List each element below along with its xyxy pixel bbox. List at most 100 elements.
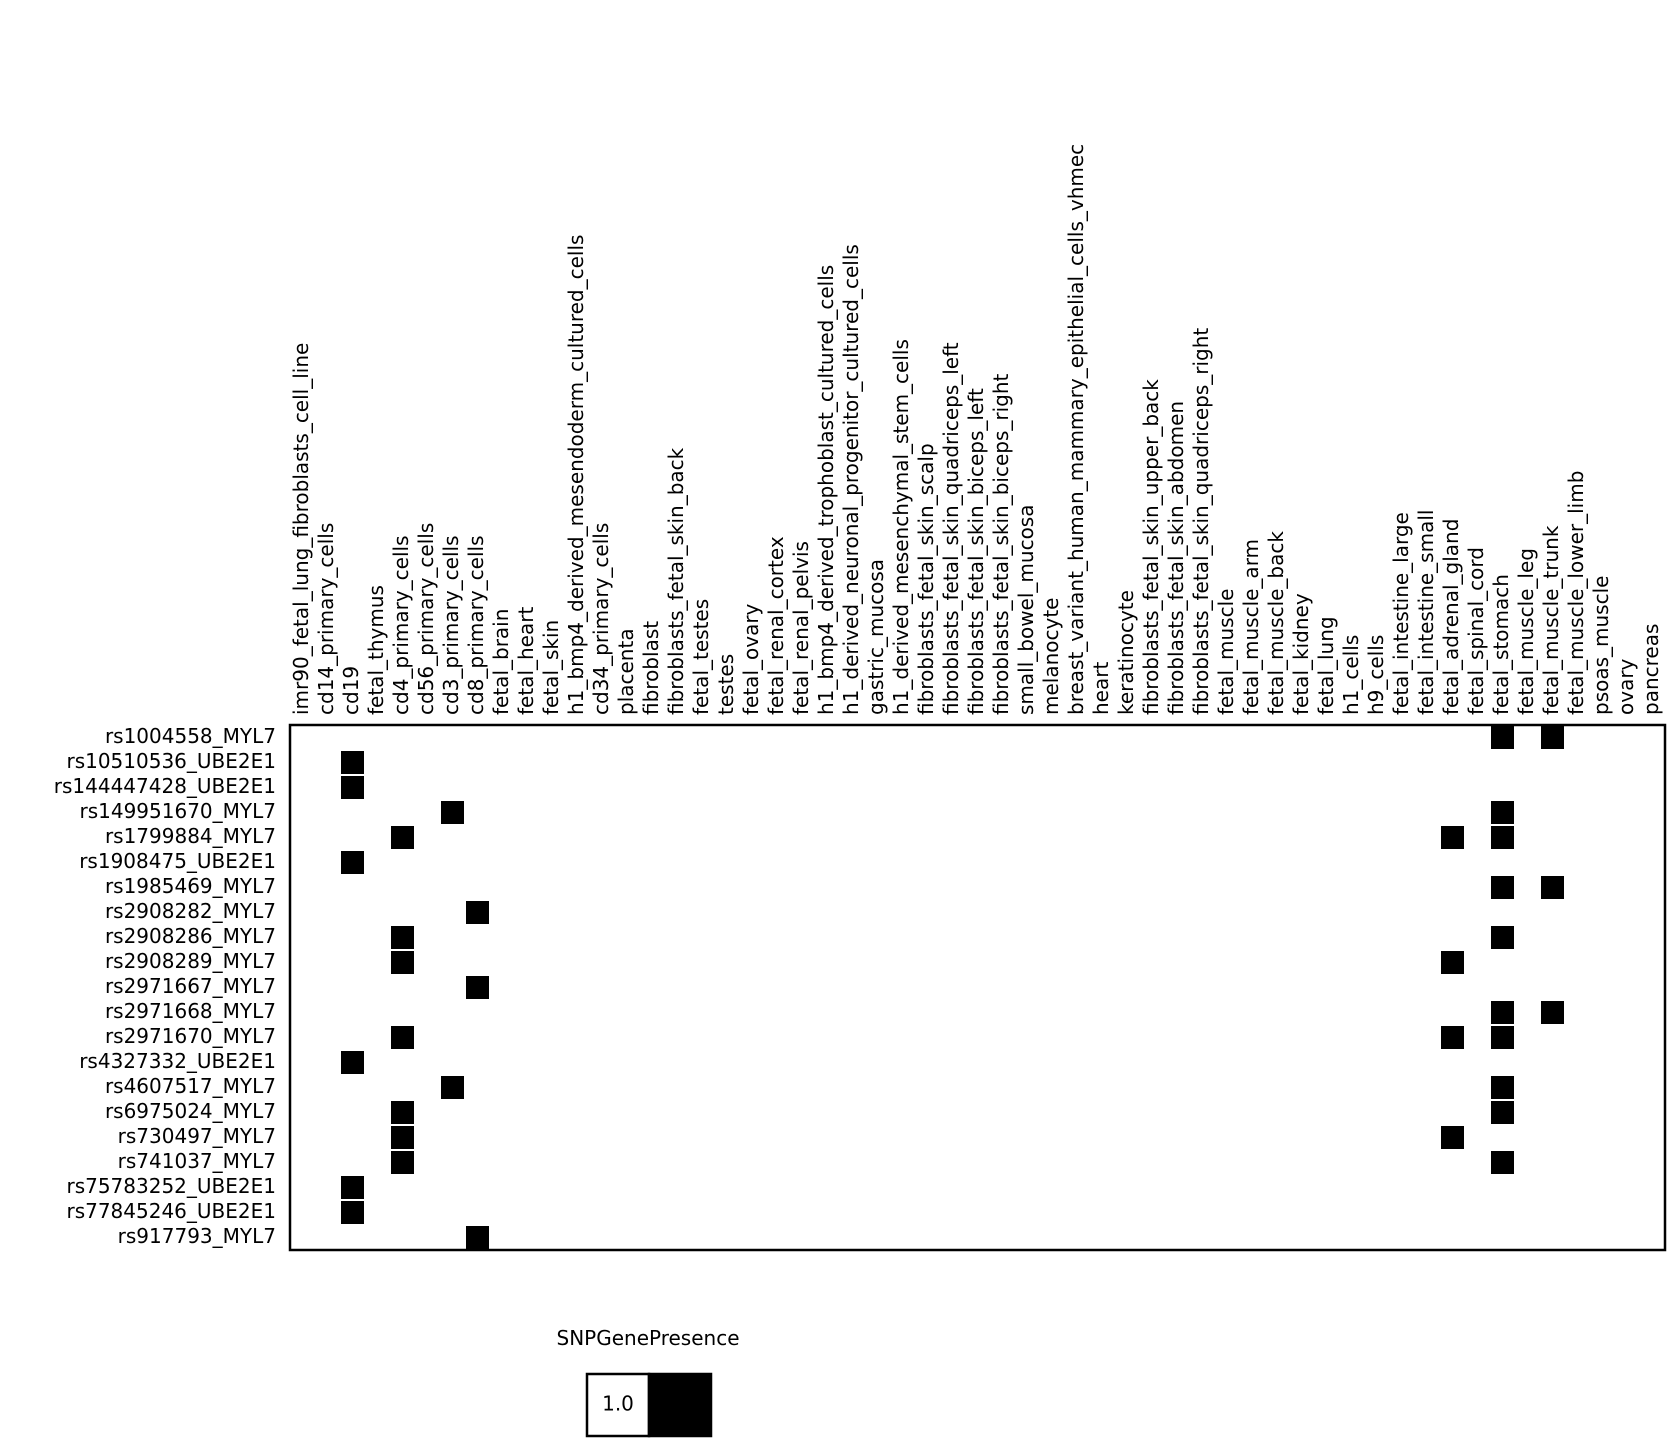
column-label: h1_bmp4_derived_trophoblast_cultured_cel… <box>814 265 838 715</box>
heatmap-cell <box>816 1101 839 1124</box>
heatmap-cell <box>1241 951 1264 974</box>
heatmap-cell <box>1116 926 1139 949</box>
heatmap-cell <box>1591 776 1614 799</box>
heatmap-cell <box>566 1026 589 1049</box>
heatmap-cell <box>1391 1226 1414 1249</box>
heatmap-cell <box>741 926 764 949</box>
heatmap-cell <box>1241 1176 1264 1199</box>
heatmap-cell <box>1566 801 1589 824</box>
heatmap-cell <box>591 1101 614 1124</box>
heatmap-cell <box>1391 826 1414 849</box>
heatmap-cell <box>1441 1151 1464 1174</box>
heatmap-cell <box>1366 851 1389 874</box>
heatmap-cell <box>716 1026 739 1049</box>
heatmap-cell <box>316 726 339 749</box>
heatmap-cell <box>1241 1226 1264 1249</box>
heatmap-cell <box>291 801 314 824</box>
heatmap-cell <box>1216 801 1239 824</box>
heatmap-cell <box>1166 1076 1189 1099</box>
heatmap-cell <box>1541 801 1564 824</box>
heatmap-cell <box>1141 1101 1164 1124</box>
heatmap-cell <box>1091 926 1114 949</box>
heatmap-cell <box>1391 1001 1414 1024</box>
heatmap-cell <box>1316 901 1339 924</box>
heatmap-cell <box>1366 751 1389 774</box>
heatmap-cell <box>1616 1201 1639 1224</box>
heatmap-cell <box>1266 1051 1289 1074</box>
heatmap-cell <box>1591 726 1614 749</box>
heatmap-cell <box>466 876 489 899</box>
heatmap-cell <box>466 1201 489 1224</box>
heatmap-cell <box>316 1026 339 1049</box>
heatmap-cell <box>391 751 414 774</box>
heatmap-cell <box>1091 901 1114 924</box>
heatmap-cell <box>891 751 914 774</box>
heatmap-cell <box>1591 826 1614 849</box>
heatmap-cell <box>566 926 589 949</box>
heatmap-cell <box>316 901 339 924</box>
heatmap-cell <box>341 1126 364 1149</box>
heatmap-cell <box>466 751 489 774</box>
heatmap-cell <box>1041 1226 1064 1249</box>
heatmap-cell <box>491 1151 514 1174</box>
heatmap-cell <box>1191 901 1214 924</box>
heatmap-cell <box>541 1051 564 1074</box>
heatmap-cell <box>966 801 989 824</box>
heatmap-cell <box>816 726 839 749</box>
heatmap-cell <box>416 951 439 974</box>
column-label: melanocyte <box>1039 598 1063 716</box>
heatmap-cell <box>1241 1101 1264 1124</box>
heatmap-cell <box>641 951 664 974</box>
heatmap-cell <box>1016 1126 1039 1149</box>
column-label: fetal_skin <box>539 620 563 715</box>
heatmap-cell <box>1116 1026 1139 1049</box>
heatmap-cell <box>366 776 389 799</box>
column-label: imr90_fetal_lung_fibroblasts_cell_line <box>289 343 313 715</box>
legend-swatch <box>585 1372 651 1438</box>
heatmap-cell <box>941 901 964 924</box>
heatmap-cell <box>1641 776 1664 799</box>
column-label: fetal_muscle_trunk <box>1539 525 1563 715</box>
heatmap-cell <box>341 1101 364 1124</box>
heatmap-cell <box>416 801 439 824</box>
column-label: placenta <box>614 628 638 715</box>
heatmap-cell <box>566 826 589 849</box>
heatmap-cell <box>1341 751 1364 774</box>
heatmap-cell <box>666 851 689 874</box>
heatmap-cell <box>841 1026 864 1049</box>
heatmap-cell <box>1191 1176 1214 1199</box>
heatmap-cell <box>1391 776 1414 799</box>
heatmap-cell <box>741 826 764 849</box>
heatmap-cell <box>516 876 539 899</box>
heatmap-cell <box>816 901 839 924</box>
heatmap-cell <box>741 1051 764 1074</box>
heatmap-cell <box>1266 926 1289 949</box>
heatmap-cell <box>1316 801 1339 824</box>
heatmap-cell <box>891 1226 914 1249</box>
heatmap-cell <box>766 751 789 774</box>
heatmap-cell <box>891 1151 914 1174</box>
heatmap-cell <box>1241 1126 1264 1149</box>
heatmap-cell <box>1466 876 1489 899</box>
heatmap-cell <box>1491 1201 1514 1224</box>
heatmap-cell <box>1591 1201 1614 1224</box>
heatmap-cell <box>466 801 489 824</box>
heatmap-cell <box>1391 1201 1414 1224</box>
heatmap-cell <box>1191 1126 1214 1149</box>
heatmap-cell <box>291 926 314 949</box>
heatmap-cell <box>1591 801 1614 824</box>
row-label: rs730497_MYL7 <box>118 1124 276 1148</box>
heatmap-cell <box>591 1051 614 1074</box>
heatmap-cell <box>341 926 364 949</box>
heatmap-cell <box>666 801 689 824</box>
heatmap-cell <box>1316 951 1339 974</box>
column-label: fibroblasts_fetal_skin_biceps_left <box>964 388 988 715</box>
heatmap-cell <box>766 976 789 999</box>
heatmap-cell <box>316 851 339 874</box>
heatmap-cell <box>791 851 814 874</box>
heatmap-cell <box>1366 926 1389 949</box>
heatmap-cell <box>866 776 889 799</box>
heatmap-cell <box>1466 1076 1489 1099</box>
heatmap-cell <box>516 726 539 749</box>
row-label: rs77845246_UBE2E1 <box>66 1199 276 1223</box>
